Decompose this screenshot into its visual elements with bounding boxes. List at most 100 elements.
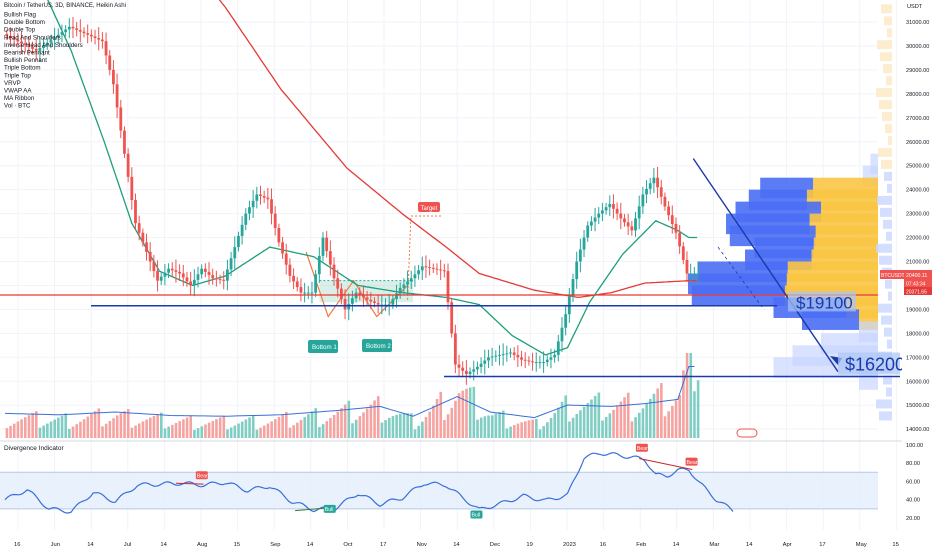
vp-strip: [885, 124, 892, 134]
ma-slow-line: [218, 0, 698, 299]
candle-body: [248, 207, 251, 214]
volume-bar: [365, 408, 369, 438]
countdown-tag: [904, 279, 932, 287]
volume-bar: [134, 425, 137, 438]
volume-bar: [693, 391, 696, 438]
volume-bar: [130, 427, 134, 438]
target-label: Target: [421, 206, 438, 212]
candle-body: [347, 303, 351, 310]
candle-body: [409, 278, 413, 282]
volume-bar: [468, 387, 472, 438]
candle-body: [358, 292, 362, 296]
candle-body: [659, 187, 663, 197]
candle-body: [100, 39, 104, 42]
volume-bar: [450, 407, 454, 438]
divergence-label: Bear: [637, 446, 648, 452]
volume-bar: [619, 401, 623, 438]
candle-body: [351, 298, 354, 304]
time-tick: Nov: [417, 542, 427, 548]
candle-body: [152, 261, 156, 272]
volume-bar: [336, 411, 340, 438]
indicator-legend[interactable]: Bitcoin / TetherUS, 3D, BINANCE, Heikin …: [4, 3, 126, 110]
candles[interactable]: [5, 17, 700, 385]
candle-body: [487, 357, 490, 361]
vp-strip: [881, 159, 892, 169]
countdown-label: 07:43:34: [906, 282, 926, 288]
vp-strip: [879, 411, 892, 421]
volume-bar: [615, 405, 619, 438]
volume-bar: [384, 420, 387, 438]
time-tick: Sep: [270, 542, 280, 548]
candle-body: [593, 217, 597, 222]
time-tick: 15: [892, 542, 898, 548]
divergence-label: Bull: [471, 513, 480, 519]
volume-bar: [399, 413, 402, 438]
volume-bars: [4, 353, 700, 438]
volume-bar: [343, 404, 347, 438]
volume-bar: [104, 423, 108, 438]
candle-body: [159, 276, 163, 281]
volume-bar: [262, 425, 266, 438]
volume-bar: [579, 410, 582, 438]
volume-bar: [494, 413, 498, 438]
candle-body: [145, 242, 148, 252]
target-projection: [407, 215, 442, 300]
candle-body: [549, 357, 553, 360]
candle-body: [244, 213, 248, 225]
candle-body: [163, 272, 167, 277]
candle-body: [476, 366, 479, 370]
time-tick: 15: [234, 542, 240, 548]
candle-body: [601, 210, 604, 214]
candle-body: [328, 251, 332, 265]
divergence-label: Bear: [197, 473, 208, 479]
price-tick: 17000.00: [906, 355, 929, 361]
candle-body: [137, 223, 141, 233]
volume-bar: [27, 415, 31, 438]
divergence-badge: [685, 457, 698, 466]
volume-bar: [395, 414, 398, 438]
candle-body: [343, 299, 347, 310]
candle-body: [630, 226, 634, 231]
volume-bar: [660, 383, 663, 438]
candle-body: [325, 237, 329, 252]
volume-bar: [516, 423, 520, 438]
vp-strip: [884, 16, 892, 26]
volume-bar: [663, 416, 667, 438]
time-tick: 14: [307, 542, 314, 548]
volume-bar: [501, 410, 505, 438]
volume-bar: [57, 417, 60, 438]
candle-body: [211, 275, 215, 279]
candle-body: [31, 47, 34, 49]
vp-strip: [876, 399, 892, 409]
volume-bar: [597, 392, 601, 438]
candle-body: [93, 36, 97, 38]
volume-bar: [108, 420, 112, 438]
candle-body: [453, 333, 457, 365]
volume-bar: [582, 406, 586, 438]
volume-bar: [126, 409, 130, 438]
time-tick: 14: [87, 542, 94, 548]
vp-row-down: [870, 153, 878, 175]
volume-bar: [160, 412, 163, 438]
candle-body: [86, 33, 90, 35]
volume-bar: [101, 426, 104, 438]
volume-bar: [23, 417, 27, 438]
osc-band: [0, 472, 878, 509]
volume-bar: [546, 422, 549, 438]
candle-body: [233, 247, 237, 259]
time-tick: 14: [746, 542, 753, 548]
candle-body: [406, 281, 409, 285]
volume-bar: [634, 417, 637, 438]
candle-body: [509, 352, 512, 354]
time-tick: 19: [526, 542, 532, 548]
divergence-badge: [195, 471, 208, 480]
candle-body: [229, 258, 233, 270]
price-tick: 28000.00: [906, 92, 929, 98]
price-tick: 26000.00: [906, 140, 929, 146]
candle-body: [527, 360, 531, 362]
candle-body: [560, 327, 564, 342]
volume-bar: [678, 394, 682, 438]
candle-body: [626, 222, 630, 227]
vp-strip: [886, 76, 892, 86]
